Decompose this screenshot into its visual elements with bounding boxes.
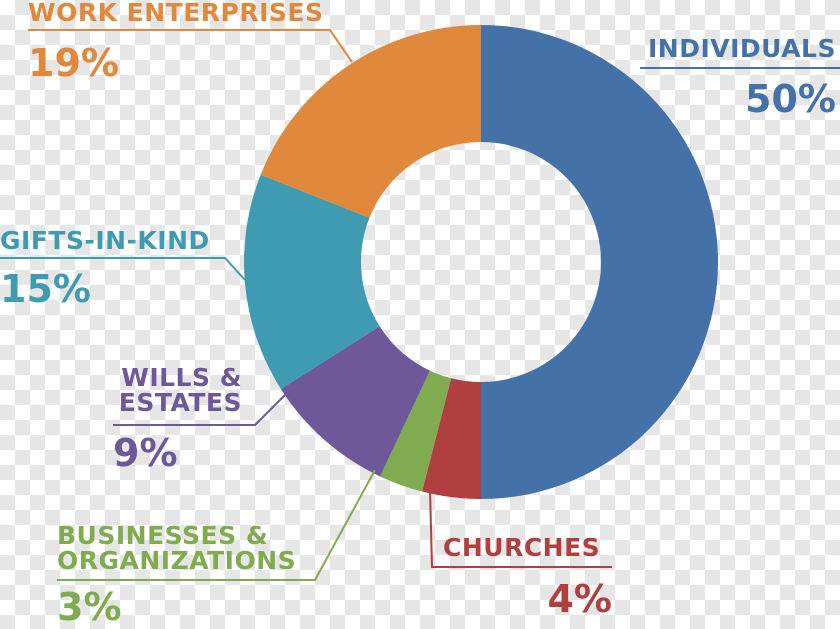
value-label: 19% xyxy=(28,41,119,85)
category-label: GIFTS-IN-KIND xyxy=(0,226,210,255)
donut-slice xyxy=(280,326,430,477)
donut-slice xyxy=(422,378,481,499)
leader-line xyxy=(28,29,353,63)
value-label: 4% xyxy=(547,577,612,621)
value-label: 3% xyxy=(57,585,122,629)
category-label: CHURCHES xyxy=(443,533,601,562)
category-label: BUSINESSES & ORGANIZATIONS xyxy=(57,521,297,575)
donut-slice xyxy=(244,174,380,389)
leader-line xyxy=(113,394,286,426)
value-label: 9% xyxy=(113,431,178,475)
donut-slice xyxy=(481,25,718,499)
leader-line xyxy=(0,257,246,281)
category-label: INDIVIDUALS xyxy=(648,34,836,63)
leader-line xyxy=(429,489,612,568)
category-label: WILLS & ESTATES xyxy=(118,363,242,417)
value-label: 50% xyxy=(745,77,836,121)
leader-line xyxy=(57,469,376,581)
donut-slice xyxy=(260,25,481,218)
category-label: WORK ENTERPRISES xyxy=(28,0,324,27)
value-label: 15% xyxy=(0,267,91,311)
donut-slice xyxy=(380,370,452,492)
